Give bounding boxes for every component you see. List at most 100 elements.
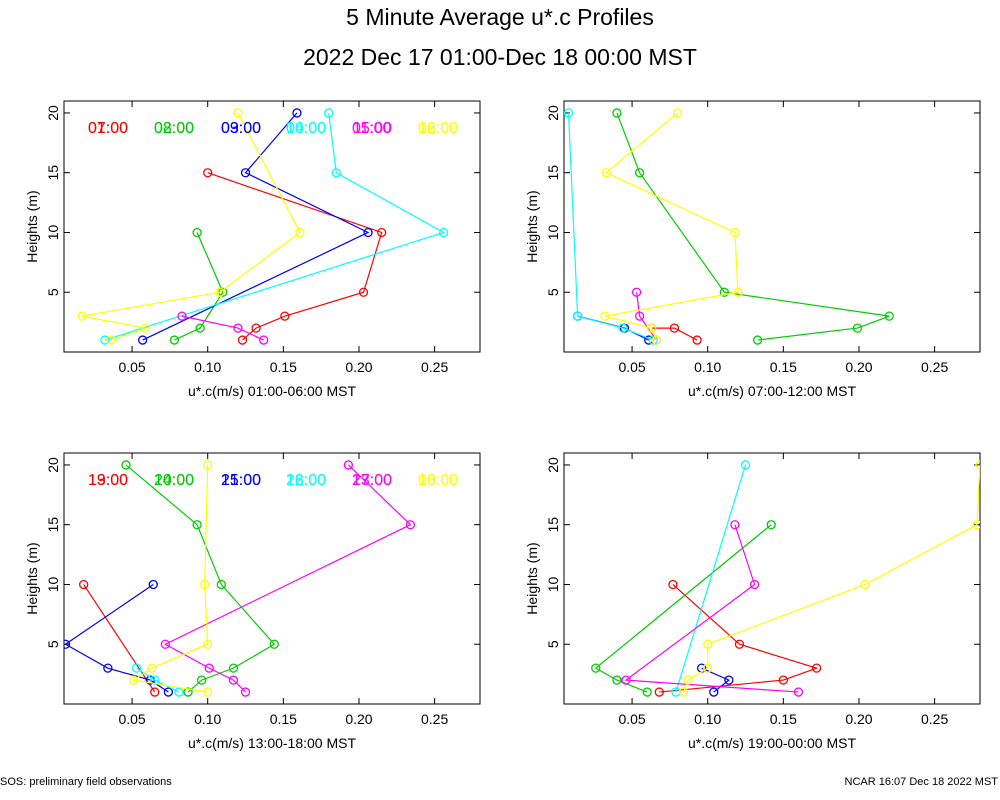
legend-entry: 11:00 [353, 120, 392, 137]
legend-entry: 01:00 [88, 120, 128, 137]
data-point [564, 108, 574, 118]
data-point [793, 687, 804, 697]
data-point [216, 579, 226, 590]
x-tick-label: 0.15 [270, 711, 297, 727]
plot-panel-4: 0.05 0.10 0.15 0.20 0.25 5 10 15 20 u*.c(m/s) 19:… [88, 452, 981, 751]
data-point [128, 675, 139, 685]
x-tick-label: 0.15 [770, 359, 797, 375]
data-point [237, 335, 248, 345]
x-tick-label: 0.20 [845, 711, 872, 727]
legend-entry: 03:00 [221, 120, 261, 137]
legend-entry: 22:00 [286, 472, 326, 489]
data-point [752, 335, 763, 345]
data-point [811, 663, 822, 673]
x-tick-label: 0.05 [618, 711, 645, 727]
data-point [174, 687, 184, 697]
y-axis-label: Heights (m) [524, 542, 540, 614]
y-tick-label: 10 [45, 224, 61, 240]
legend-entry: 00:00 [418, 472, 458, 489]
legend-entry: 04:00 [286, 120, 326, 137]
series-line [207, 172, 383, 341]
x-axis-label: u*.c(m/s) 07:00-12:00 MST [688, 383, 857, 399]
series-1800 [128, 460, 213, 697]
data-point [251, 323, 261, 333]
data-point [150, 687, 160, 697]
x-tick-label: 0.25 [421, 359, 448, 375]
legend-entry: 17:00 [352, 472, 392, 489]
data-point [631, 287, 642, 297]
plot-panel-2: 0.05 0.10 0.15 0.20 0.25 5 10 15 20 u*.c(m/s) 07:… [88, 100, 981, 399]
series-0300 [138, 108, 373, 345]
data-point [683, 675, 693, 685]
series-line [682, 464, 980, 693]
y-tick-label: 10 [545, 224, 561, 240]
data-point [647, 323, 657, 333]
plot-panel-3: 0.05 0.10 0.15 0.20 0.25 5 10 15 20 u*.c(m/s) 13:… [24, 452, 481, 751]
plot-panel-1: 0.05 0.10 0.15 0.20 0.25 5 10 15 20 u*.c(m/s) 01:… [24, 100, 481, 399]
plot-frame [563, 100, 981, 353]
data-point [377, 227, 387, 238]
series-line [616, 112, 890, 341]
data-point [240, 168, 251, 178]
data-point [195, 323, 205, 333]
y-tick-label: 20 [45, 457, 61, 473]
data-point [766, 520, 776, 530]
series-0100 [203, 168, 387, 345]
data-point [233, 323, 243, 333]
plot-frame [563, 452, 981, 705]
series-2000 [591, 520, 776, 697]
data-point [203, 639, 213, 649]
data-point [141, 323, 151, 333]
y-tick-label: 5 [45, 640, 61, 648]
x-tick-label: 0.20 [845, 359, 872, 375]
data-point [600, 311, 610, 321]
y-tick-label: 20 [545, 457, 561, 473]
data-point [852, 323, 863, 333]
series-line [604, 112, 739, 341]
y-axis-label: Heights (m) [24, 190, 40, 262]
data-point [163, 687, 174, 697]
series-1400 [121, 460, 279, 697]
data-point [740, 460, 751, 470]
series-2300 [621, 520, 804, 697]
data-point [343, 460, 354, 470]
data-point [612, 108, 622, 118]
series-0400 [100, 108, 449, 345]
series-line [659, 584, 819, 693]
series-1600 [131, 663, 184, 697]
series-0600 [77, 108, 305, 345]
legend-entry: 06:00 [418, 120, 458, 137]
data-point [331, 168, 341, 178]
data-point [177, 311, 187, 321]
y-axis-label: Heights (m) [524, 190, 540, 262]
x-tick-label: 0.25 [921, 711, 948, 727]
data-point [634, 168, 645, 178]
data-point [642, 687, 652, 697]
x-tick-label: 0.10 [694, 711, 721, 727]
series-line [701, 667, 731, 693]
legend-entry: 15:00 [221, 472, 261, 489]
series-0500 [177, 311, 269, 345]
data-point [79, 579, 89, 590]
data-point [358, 287, 369, 297]
y-tick-label: 5 [545, 640, 561, 648]
data-point [160, 639, 171, 649]
data-point [121, 460, 131, 470]
x-tick-label: 0.25 [921, 359, 948, 375]
x-tick-label: 0.15 [270, 359, 297, 375]
data-point [204, 663, 214, 673]
data-point [668, 579, 678, 590]
data-point [228, 675, 239, 685]
series-2100 [697, 663, 734, 697]
y-tick-label: 15 [545, 165, 561, 181]
data-point [192, 520, 202, 530]
x-tick-label: 0.15 [770, 711, 797, 727]
data-point [228, 663, 239, 673]
data-point [197, 675, 207, 685]
data-point [572, 311, 583, 321]
series-0000 [678, 460, 980, 697]
data-point [203, 687, 213, 697]
series-1700 [160, 460, 416, 697]
legend-entry: 18:00 [418, 472, 458, 489]
